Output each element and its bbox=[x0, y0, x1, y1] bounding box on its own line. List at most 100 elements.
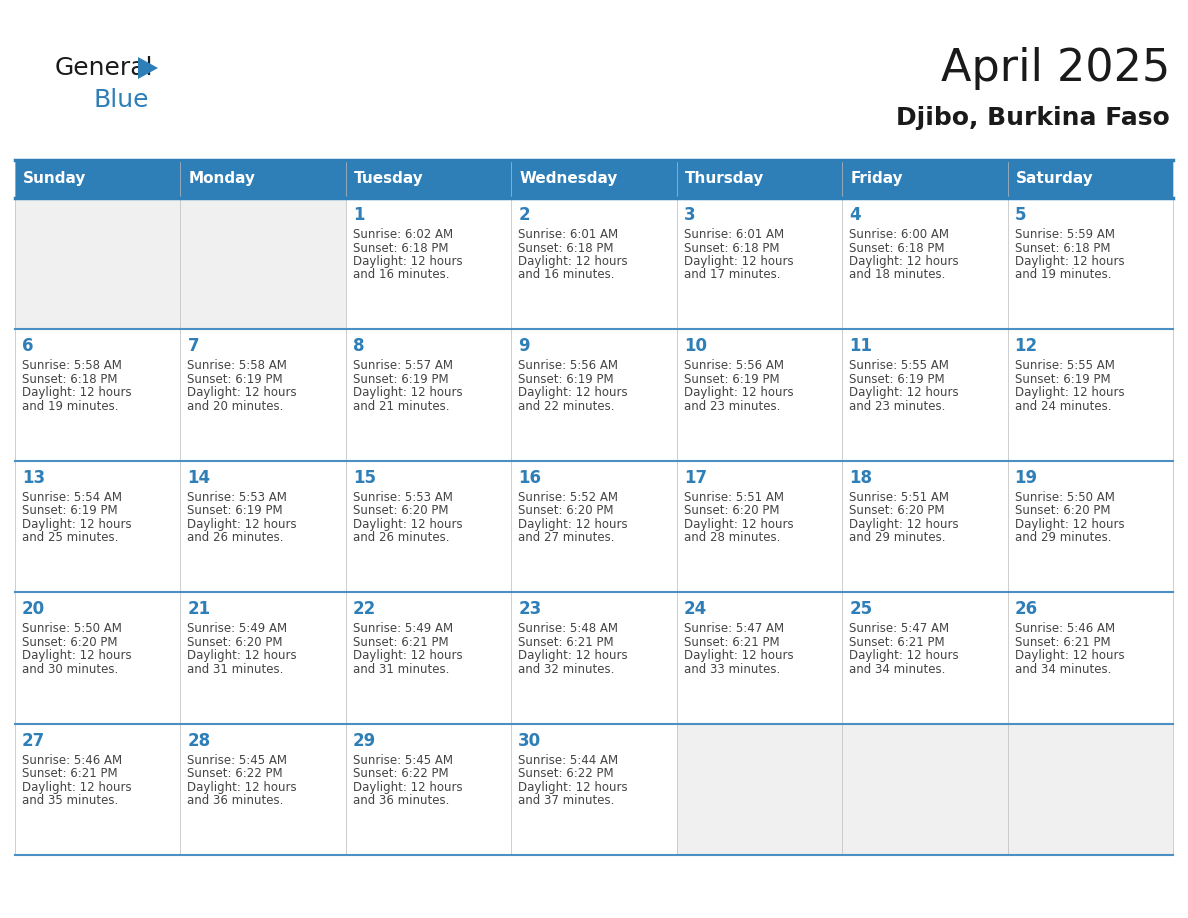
Text: 14: 14 bbox=[188, 469, 210, 487]
Text: Daylight: 12 hours: Daylight: 12 hours bbox=[684, 255, 794, 268]
Text: and 37 minutes.: and 37 minutes. bbox=[518, 794, 614, 807]
Text: 9: 9 bbox=[518, 338, 530, 355]
Text: Sunset: 6:21 PM: Sunset: 6:21 PM bbox=[684, 635, 779, 649]
Text: 11: 11 bbox=[849, 338, 872, 355]
Bar bbox=[346, 198, 511, 330]
Text: Sunset: 6:19 PM: Sunset: 6:19 PM bbox=[684, 373, 779, 386]
Text: Sunset: 6:19 PM: Sunset: 6:19 PM bbox=[518, 373, 614, 386]
Text: Daylight: 12 hours: Daylight: 12 hours bbox=[1015, 518, 1124, 531]
Text: 28: 28 bbox=[188, 732, 210, 750]
Text: Sunset: 6:18 PM: Sunset: 6:18 PM bbox=[353, 241, 448, 254]
Text: Sunrise: 5:47 AM: Sunrise: 5:47 AM bbox=[849, 622, 949, 635]
Text: 22: 22 bbox=[353, 600, 377, 618]
Text: 7: 7 bbox=[188, 338, 200, 355]
Text: Sunrise: 5:58 AM: Sunrise: 5:58 AM bbox=[23, 360, 122, 373]
Text: and 36 minutes.: and 36 minutes. bbox=[188, 794, 284, 807]
Text: Daylight: 12 hours: Daylight: 12 hours bbox=[518, 780, 628, 793]
Text: 10: 10 bbox=[684, 338, 707, 355]
Text: and 27 minutes.: and 27 minutes. bbox=[518, 532, 614, 544]
Text: Sunset: 6:18 PM: Sunset: 6:18 PM bbox=[684, 241, 779, 254]
Text: and 36 minutes.: and 36 minutes. bbox=[353, 794, 449, 807]
Bar bbox=[15, 330, 181, 461]
Text: and 28 minutes.: and 28 minutes. bbox=[684, 532, 781, 544]
Text: Daylight: 12 hours: Daylight: 12 hours bbox=[518, 255, 628, 268]
Text: and 29 minutes.: and 29 minutes. bbox=[1015, 532, 1111, 544]
Text: and 29 minutes.: and 29 minutes. bbox=[849, 532, 946, 544]
Text: Daylight: 12 hours: Daylight: 12 hours bbox=[353, 255, 462, 268]
Text: 2: 2 bbox=[518, 206, 530, 224]
Text: 6: 6 bbox=[23, 338, 33, 355]
Text: Daylight: 12 hours: Daylight: 12 hours bbox=[188, 386, 297, 399]
Bar bbox=[1007, 160, 1173, 198]
Text: Daylight: 12 hours: Daylight: 12 hours bbox=[353, 386, 462, 399]
Text: Sunrise: 5:55 AM: Sunrise: 5:55 AM bbox=[1015, 360, 1114, 373]
Bar bbox=[842, 592, 1007, 723]
Bar bbox=[842, 160, 1007, 198]
Text: Sunrise: 5:51 AM: Sunrise: 5:51 AM bbox=[849, 491, 949, 504]
Text: and 18 minutes.: and 18 minutes. bbox=[849, 268, 946, 282]
Bar bbox=[511, 330, 677, 461]
Text: Daylight: 12 hours: Daylight: 12 hours bbox=[23, 386, 132, 399]
Text: Daylight: 12 hours: Daylight: 12 hours bbox=[684, 649, 794, 662]
Text: Sunset: 6:19 PM: Sunset: 6:19 PM bbox=[1015, 373, 1111, 386]
Text: Sunrise: 5:59 AM: Sunrise: 5:59 AM bbox=[1015, 228, 1114, 241]
Text: Monday: Monday bbox=[189, 172, 255, 186]
Bar bbox=[842, 330, 1007, 461]
Text: Sunrise: 5:50 AM: Sunrise: 5:50 AM bbox=[1015, 491, 1114, 504]
Text: Sunset: 6:19 PM: Sunset: 6:19 PM bbox=[188, 504, 283, 518]
Text: 8: 8 bbox=[353, 338, 365, 355]
Text: Sunrise: 6:01 AM: Sunrise: 6:01 AM bbox=[684, 228, 784, 241]
Text: and 33 minutes.: and 33 minutes. bbox=[684, 663, 781, 676]
Bar bbox=[181, 723, 346, 855]
Text: Sunday: Sunday bbox=[23, 172, 87, 186]
Bar bbox=[1007, 330, 1173, 461]
Text: Sunrise: 5:45 AM: Sunrise: 5:45 AM bbox=[353, 754, 453, 767]
Text: Sunset: 6:19 PM: Sunset: 6:19 PM bbox=[353, 373, 449, 386]
Text: Daylight: 12 hours: Daylight: 12 hours bbox=[353, 649, 462, 662]
Text: Daylight: 12 hours: Daylight: 12 hours bbox=[23, 649, 132, 662]
Text: Daylight: 12 hours: Daylight: 12 hours bbox=[1015, 255, 1124, 268]
Text: Sunset: 6:21 PM: Sunset: 6:21 PM bbox=[1015, 635, 1111, 649]
Text: and 17 minutes.: and 17 minutes. bbox=[684, 268, 781, 282]
Text: Sunrise: 5:56 AM: Sunrise: 5:56 AM bbox=[518, 360, 618, 373]
Text: Sunrise: 5:47 AM: Sunrise: 5:47 AM bbox=[684, 622, 784, 635]
Text: Sunset: 6:20 PM: Sunset: 6:20 PM bbox=[23, 635, 118, 649]
Text: Sunrise: 5:46 AM: Sunrise: 5:46 AM bbox=[23, 754, 122, 767]
Text: Daylight: 12 hours: Daylight: 12 hours bbox=[849, 386, 959, 399]
Bar bbox=[511, 160, 677, 198]
Text: Sunrise: 5:49 AM: Sunrise: 5:49 AM bbox=[188, 622, 287, 635]
Text: and 26 minutes.: and 26 minutes. bbox=[353, 532, 449, 544]
Text: Sunset: 6:21 PM: Sunset: 6:21 PM bbox=[518, 635, 614, 649]
Text: and 34 minutes.: and 34 minutes. bbox=[849, 663, 946, 676]
Text: Daylight: 12 hours: Daylight: 12 hours bbox=[188, 518, 297, 531]
Bar bbox=[181, 160, 346, 198]
Text: Daylight: 12 hours: Daylight: 12 hours bbox=[353, 518, 462, 531]
Text: Sunrise: 5:57 AM: Sunrise: 5:57 AM bbox=[353, 360, 453, 373]
Text: and 35 minutes.: and 35 minutes. bbox=[23, 794, 119, 807]
Text: Sunrise: 5:58 AM: Sunrise: 5:58 AM bbox=[188, 360, 287, 373]
Bar bbox=[1007, 198, 1173, 330]
Text: Daylight: 12 hours: Daylight: 12 hours bbox=[188, 780, 297, 793]
Bar bbox=[181, 330, 346, 461]
Bar bbox=[842, 198, 1007, 330]
Text: Sunrise: 6:00 AM: Sunrise: 6:00 AM bbox=[849, 228, 949, 241]
Text: Sunset: 6:18 PM: Sunset: 6:18 PM bbox=[849, 241, 944, 254]
Text: and 16 minutes.: and 16 minutes. bbox=[518, 268, 614, 282]
Bar bbox=[181, 592, 346, 723]
Text: Sunset: 6:19 PM: Sunset: 6:19 PM bbox=[23, 504, 118, 518]
Text: Sunset: 6:22 PM: Sunset: 6:22 PM bbox=[188, 767, 283, 780]
Text: Sunrise: 5:54 AM: Sunrise: 5:54 AM bbox=[23, 491, 122, 504]
Text: Sunset: 6:20 PM: Sunset: 6:20 PM bbox=[353, 504, 448, 518]
Text: Friday: Friday bbox=[851, 172, 903, 186]
Text: 25: 25 bbox=[849, 600, 872, 618]
Text: Sunset: 6:22 PM: Sunset: 6:22 PM bbox=[518, 767, 614, 780]
Text: Sunrise: 5:56 AM: Sunrise: 5:56 AM bbox=[684, 360, 784, 373]
Text: 13: 13 bbox=[23, 469, 45, 487]
Bar bbox=[181, 461, 346, 592]
Text: Sunrise: 5:44 AM: Sunrise: 5:44 AM bbox=[518, 754, 619, 767]
Text: Wednesday: Wednesday bbox=[519, 172, 618, 186]
Bar bbox=[511, 198, 677, 330]
Text: Sunset: 6:21 PM: Sunset: 6:21 PM bbox=[849, 635, 944, 649]
Bar bbox=[1007, 723, 1173, 855]
Text: Thursday: Thursday bbox=[684, 172, 764, 186]
